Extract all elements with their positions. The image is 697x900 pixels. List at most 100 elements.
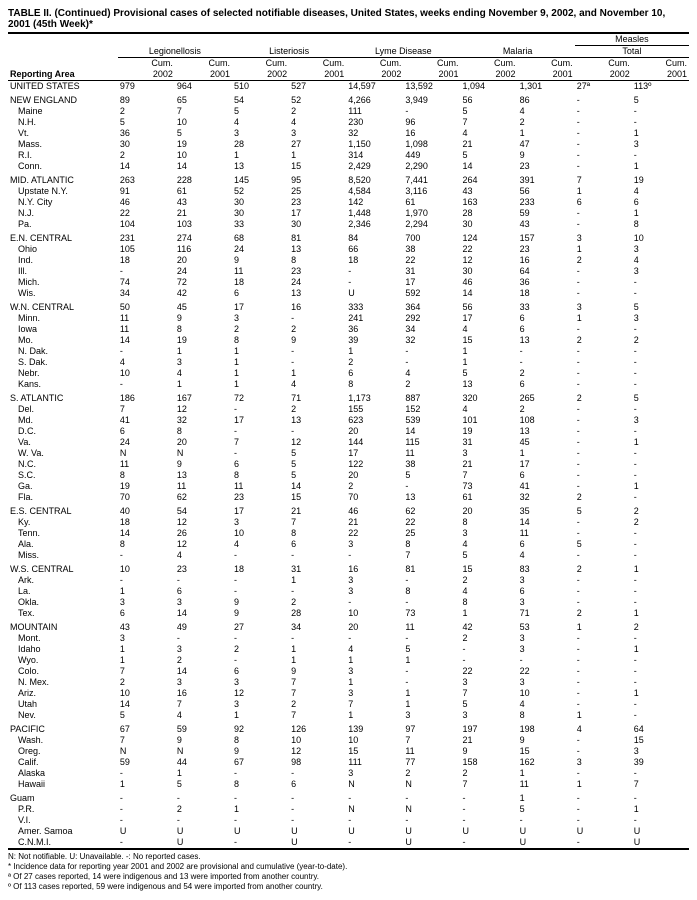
value-cell: 3 [460, 528, 517, 539]
value-cell: 73 [460, 481, 517, 492]
area-cell: C.N.M.I. [8, 837, 118, 849]
value-cell: U [289, 837, 346, 849]
value-cell: 5 [175, 128, 232, 139]
value-cell: - [175, 575, 232, 586]
value-cell: 7 [175, 699, 232, 710]
table-row: Ark.---13-23-- [8, 575, 689, 586]
value-cell: 34 [403, 324, 460, 335]
value-cell: 13 [289, 244, 346, 255]
value-cell: 15 [460, 335, 517, 346]
value-cell: - [346, 277, 403, 288]
value-cell: 5 [632, 390, 689, 404]
table-row: Tex.614928107317121 [8, 608, 689, 619]
value-cell: 6 [118, 608, 175, 619]
area-cell: La. [8, 586, 118, 597]
table-row: MID. ATLANTIC263228145958,5207,441264391… [8, 172, 689, 186]
value-cell: 7 [118, 404, 175, 415]
col-sub: Cum.2001 [518, 58, 575, 81]
value-cell: - [403, 481, 460, 492]
area-cell: D.C. [8, 426, 118, 437]
value-cell: 6 [118, 426, 175, 437]
value-cell: 5 [632, 92, 689, 106]
value-cell: 19 [175, 335, 232, 346]
table-row: Pa.10410333302,3462,2943043-8 [8, 219, 689, 230]
value-cell: 14 [460, 161, 517, 172]
value-cell: - [575, 266, 632, 277]
value-cell: 92 [232, 721, 289, 735]
value-cell: - [289, 346, 346, 357]
value-cell: 4 [460, 586, 517, 597]
value-cell: 1 [632, 608, 689, 619]
value-cell: 5 [460, 699, 517, 710]
value-cell: 1 [632, 437, 689, 448]
table-row: UNITED STATES97996451052714,59713,5921,0… [8, 81, 689, 93]
table-row: D.C.68--20141913-- [8, 426, 689, 437]
table-row: S.C.8138520576-- [8, 470, 689, 481]
area-cell: Ill. [8, 266, 118, 277]
value-cell: 86 [518, 92, 575, 106]
value-cell: - [575, 688, 632, 699]
value-cell: U [403, 837, 460, 849]
value-cell: 23 [232, 492, 289, 503]
area-cell: N. Mex. [8, 677, 118, 688]
value-cell: N [175, 448, 232, 459]
table-row: Kans.-11482136-- [8, 379, 689, 390]
area-cell: Iowa [8, 324, 118, 335]
value-cell: 77 [403, 757, 460, 768]
value-cell: 3 [346, 586, 403, 597]
area-cell: Ala. [8, 539, 118, 550]
area-cell: Ky. [8, 517, 118, 528]
value-cell: 1 [518, 790, 575, 804]
value-cell: 7 [289, 677, 346, 688]
area-cell: Md. [8, 415, 118, 426]
value-cell: 21 [460, 139, 517, 150]
value-cell: - [232, 586, 289, 597]
value-cell: 61 [460, 492, 517, 503]
value-cell: 623 [346, 415, 403, 426]
value-cell: 2 [518, 117, 575, 128]
value-cell: - [403, 815, 460, 826]
value-cell: - [460, 790, 517, 804]
value-cell: 155 [346, 404, 403, 415]
value-cell: 1 [289, 655, 346, 666]
value-cell: 1 [575, 619, 632, 633]
value-cell: 72 [175, 277, 232, 288]
value-cell: - [232, 550, 289, 561]
value-cell: - [632, 790, 689, 804]
value-cell: 24 [289, 277, 346, 288]
value-cell: 13 [289, 415, 346, 426]
value-cell: 7 [175, 106, 232, 117]
area-cell: N.C. [8, 459, 118, 470]
area-cell: Ga. [8, 481, 118, 492]
value-cell: 5 [232, 106, 289, 117]
value-cell: - [403, 790, 460, 804]
table-row: Wis.3442613U5921418-- [8, 288, 689, 299]
value-cell: - [232, 768, 289, 779]
value-cell: 32 [518, 492, 575, 503]
value-cell: - [403, 346, 460, 357]
value-cell: 3 [232, 699, 289, 710]
value-cell: 6 [518, 470, 575, 481]
value-cell: 20 [346, 619, 403, 633]
value-cell: 1 [460, 346, 517, 357]
value-cell: 1 [346, 346, 403, 357]
value-cell: 1,970 [403, 208, 460, 219]
value-cell: 1 [632, 208, 689, 219]
value-cell: 54 [175, 503, 232, 517]
value-cell: 139 [346, 721, 403, 735]
value-cell: 230 [346, 117, 403, 128]
value-cell: 70 [118, 492, 175, 503]
value-cell: 20 [460, 503, 517, 517]
footnote-line: ª Of 27 cases reported, 14 were indigeno… [8, 872, 689, 882]
value-cell: 71 [289, 390, 346, 404]
value-cell: 17 [289, 208, 346, 219]
value-cell: 5 [632, 299, 689, 313]
value-cell: 2,346 [346, 219, 403, 230]
table-row: Ohio10511624136638222313 [8, 244, 689, 255]
area-cell: Conn. [8, 161, 118, 172]
area-cell: Utah [8, 699, 118, 710]
value-cell: 12 [175, 517, 232, 528]
col-group-lyme: Lyme Disease [346, 33, 460, 58]
area-cell: W.S. CENTRAL [8, 561, 118, 575]
table-row: Tenn.14261082225311-- [8, 528, 689, 539]
